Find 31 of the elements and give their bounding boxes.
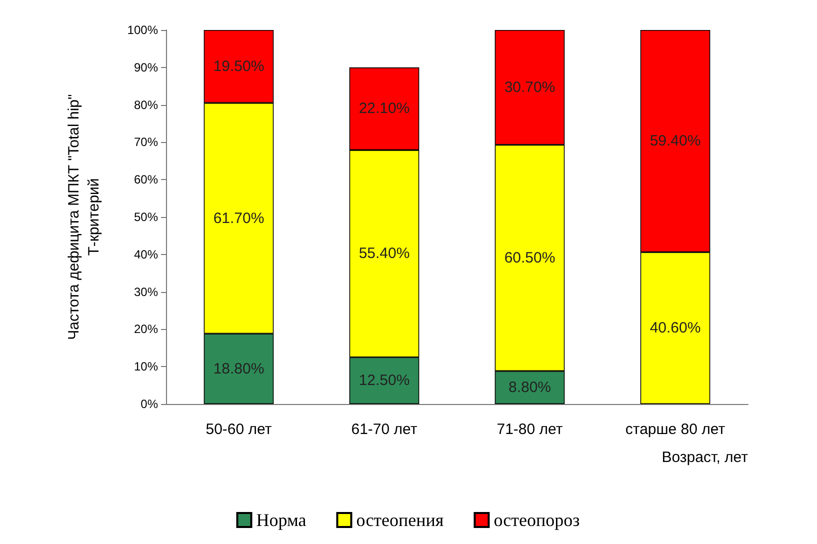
y-tick-label: 40% [134,247,158,262]
y-tick-label: 50% [134,210,158,224]
data-label: 60.50% [504,249,556,266]
data-label: 55.40% [358,245,410,262]
x-tick-label: 50-60 лет [206,421,272,438]
x-tick-label: 61-70 лет [351,421,418,438]
data-label: 18.80% [213,360,264,378]
y-tick-label: 20% [134,322,158,336]
y-tick-label: 60% [134,172,158,187]
y-tick-label: 0% [140,397,158,411]
x-axis-title: Возраст, лет [662,449,748,466]
y-tick-label: 80% [134,98,158,112]
y-tick-label: 90% [134,60,158,74]
data-label: 22.10% [358,100,410,118]
data-label: 61.70% [213,210,264,227]
data-label: 59.40% [650,132,701,150]
data-label: 40.60% [650,320,701,337]
legend-label: Норма [256,510,306,530]
data-label: 12.50% [358,372,410,390]
y-axis-title: Частота дефицита МПКТ "Total hip" Т-критерий [66,94,102,340]
x-tick-label: старше 80 лет [625,421,726,438]
y-tick-label: 10% [134,360,158,374]
data-label: 30.70% [504,78,556,96]
legend-label: остеопороз [494,510,580,530]
data-label: 19.50% [213,58,264,75]
y-tick-label: 100% [127,23,158,37]
legend-label: остеопения [356,510,444,530]
y-tick-label: 30% [134,284,158,299]
data-label: 8.80% [508,379,552,396]
y-tick-label: 70% [134,135,158,150]
x-tick-label: 71-80 лет [496,421,563,438]
